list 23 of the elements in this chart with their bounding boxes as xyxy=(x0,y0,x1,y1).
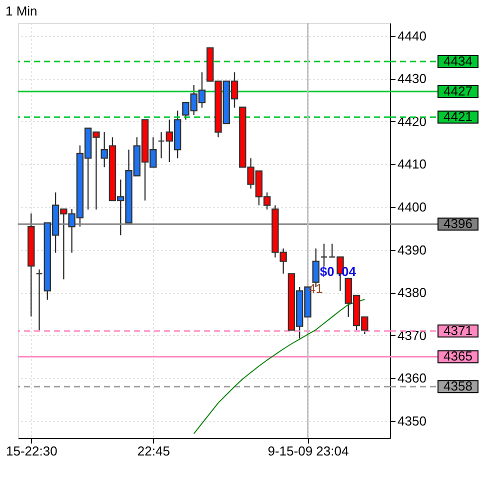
x-tick-label: 22:45 xyxy=(137,444,170,458)
ref-line-label: 4421 xyxy=(444,109,472,124)
y-tick-label: 4430 xyxy=(398,71,426,86)
x-tick-label: 9-15-09 23:04 xyxy=(268,444,349,458)
y-tick-label: 4400 xyxy=(398,199,426,214)
y-tick-label: 4390 xyxy=(398,242,426,258)
candlestick xyxy=(320,243,328,268)
y-tick-label: 4360 xyxy=(398,370,426,386)
chart-title: 1 Min xyxy=(5,3,38,18)
y-tick-label: 4350 xyxy=(398,413,426,428)
x-tick-label: 15-22:30 xyxy=(6,444,58,458)
y-tick-label: 4440 xyxy=(398,28,426,44)
ref-line-label: 4358 xyxy=(444,378,472,394)
ref-line-label: 4427 xyxy=(444,83,472,98)
y-tick-label: 4370 xyxy=(398,328,426,343)
ref-line-label: 4434 xyxy=(444,54,472,69)
ref-line-label: 4365 xyxy=(444,348,472,364)
y-tick-label: 4420 xyxy=(398,114,426,129)
ref-line-label: 4371 xyxy=(444,323,472,338)
line-series xyxy=(193,298,366,434)
y-tick-label: 4410 xyxy=(398,156,426,172)
ref-line-label: 4396 xyxy=(444,216,472,232)
y-tick-label: 4380 xyxy=(398,285,426,300)
